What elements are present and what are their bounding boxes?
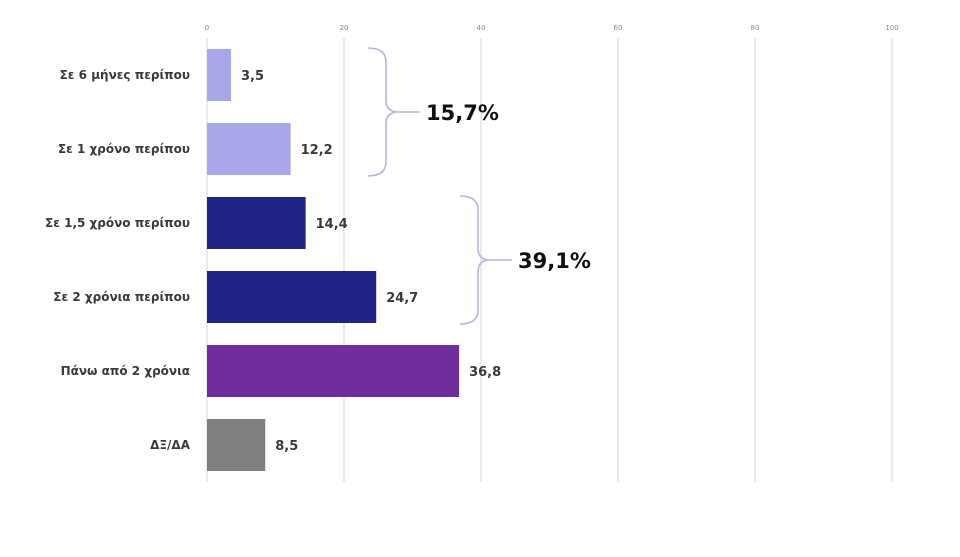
value-label-5: 36,8 xyxy=(469,365,501,380)
category-label-5: Πάνω από 2 χρόνια xyxy=(61,364,190,378)
x-tick-label-100: 100 xyxy=(885,24,898,32)
x-tick-label-80: 80 xyxy=(751,24,760,32)
group-total-label-1: 15,7% xyxy=(426,101,499,125)
value-label-2: 12,2 xyxy=(301,143,333,158)
value-label-1: 3,5 xyxy=(241,69,264,84)
group-total-label-2: 39,1% xyxy=(518,249,591,273)
bar-6 xyxy=(207,419,266,471)
group-annotations: 15,7% 39,1% xyxy=(367,47,591,325)
category-label-2: Σε 1 χρόνο περίπου xyxy=(58,142,190,156)
x-tick-label-40: 40 xyxy=(477,24,486,32)
x-tick-label-20: 20 xyxy=(340,24,349,32)
bar-5 xyxy=(207,345,460,397)
value-labels: 3,5 12,2 14,4 24,7 36,8 8,5 xyxy=(241,69,501,454)
bars xyxy=(207,49,460,471)
category-label-3: Σε 1,5 χρόνο περίπου xyxy=(45,216,190,230)
group-brace-2 xyxy=(459,195,491,325)
value-label-3: 14,4 xyxy=(316,217,348,232)
group-brace-1 xyxy=(367,47,399,177)
category-label-6: ΔΞ/ΔΑ xyxy=(150,438,191,452)
category-label-4: Σε 2 χρόνια περίπου xyxy=(53,290,190,304)
x-axis-ticks: 0 20 40 60 80 100 xyxy=(205,24,899,32)
grid-layer xyxy=(206,38,893,482)
bar-2 xyxy=(207,123,291,175)
bar-3 xyxy=(207,197,306,249)
value-label-6: 8,5 xyxy=(275,439,298,454)
category-labels: Σε 6 μήνες περίπου Σε 1 χρόνο περίπου Σε 1… xyxy=(45,68,191,452)
x-tick-label-60: 60 xyxy=(614,24,623,32)
category-label-1: Σε 6 μήνες περίπου xyxy=(60,68,190,82)
bar-1 xyxy=(207,49,231,101)
value-label-4: 24,7 xyxy=(386,291,418,306)
bar-4 xyxy=(207,271,377,323)
x-tick-label-0: 0 xyxy=(205,24,209,32)
